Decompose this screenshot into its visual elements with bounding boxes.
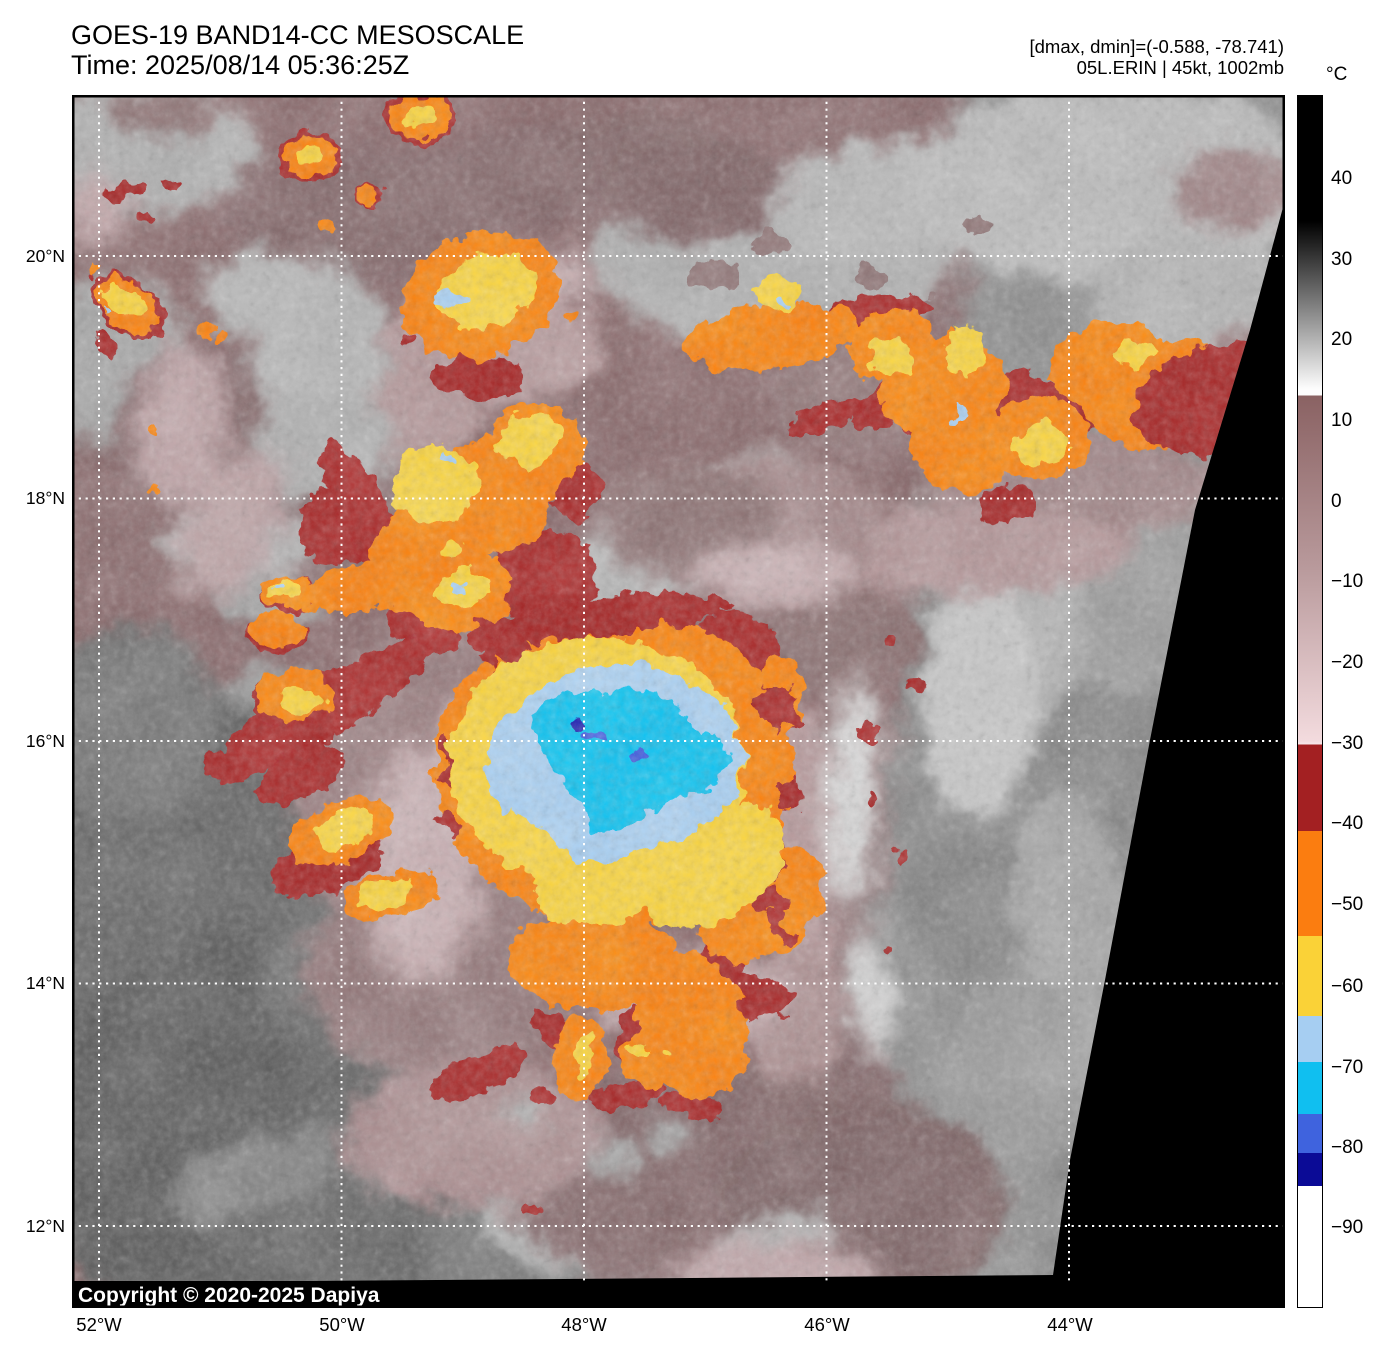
svg-text:Copyright © 2020-2025 Dapiya: Copyright © 2020-2025 Dapiya	[78, 1284, 380, 1307]
